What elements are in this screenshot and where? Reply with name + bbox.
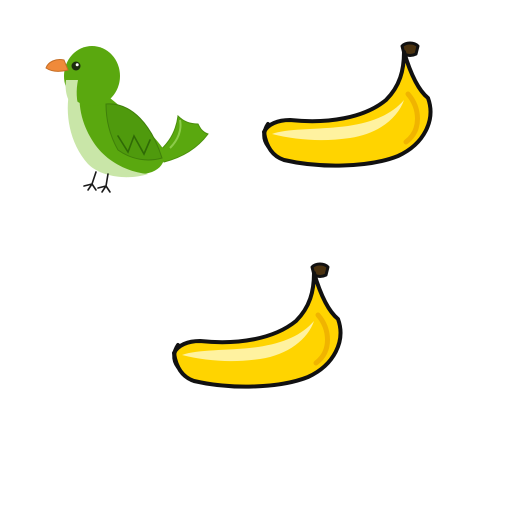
green-bird-icon: [45, 46, 209, 193]
banana-icon: [172, 262, 343, 389]
banana-icon: [262, 41, 433, 168]
